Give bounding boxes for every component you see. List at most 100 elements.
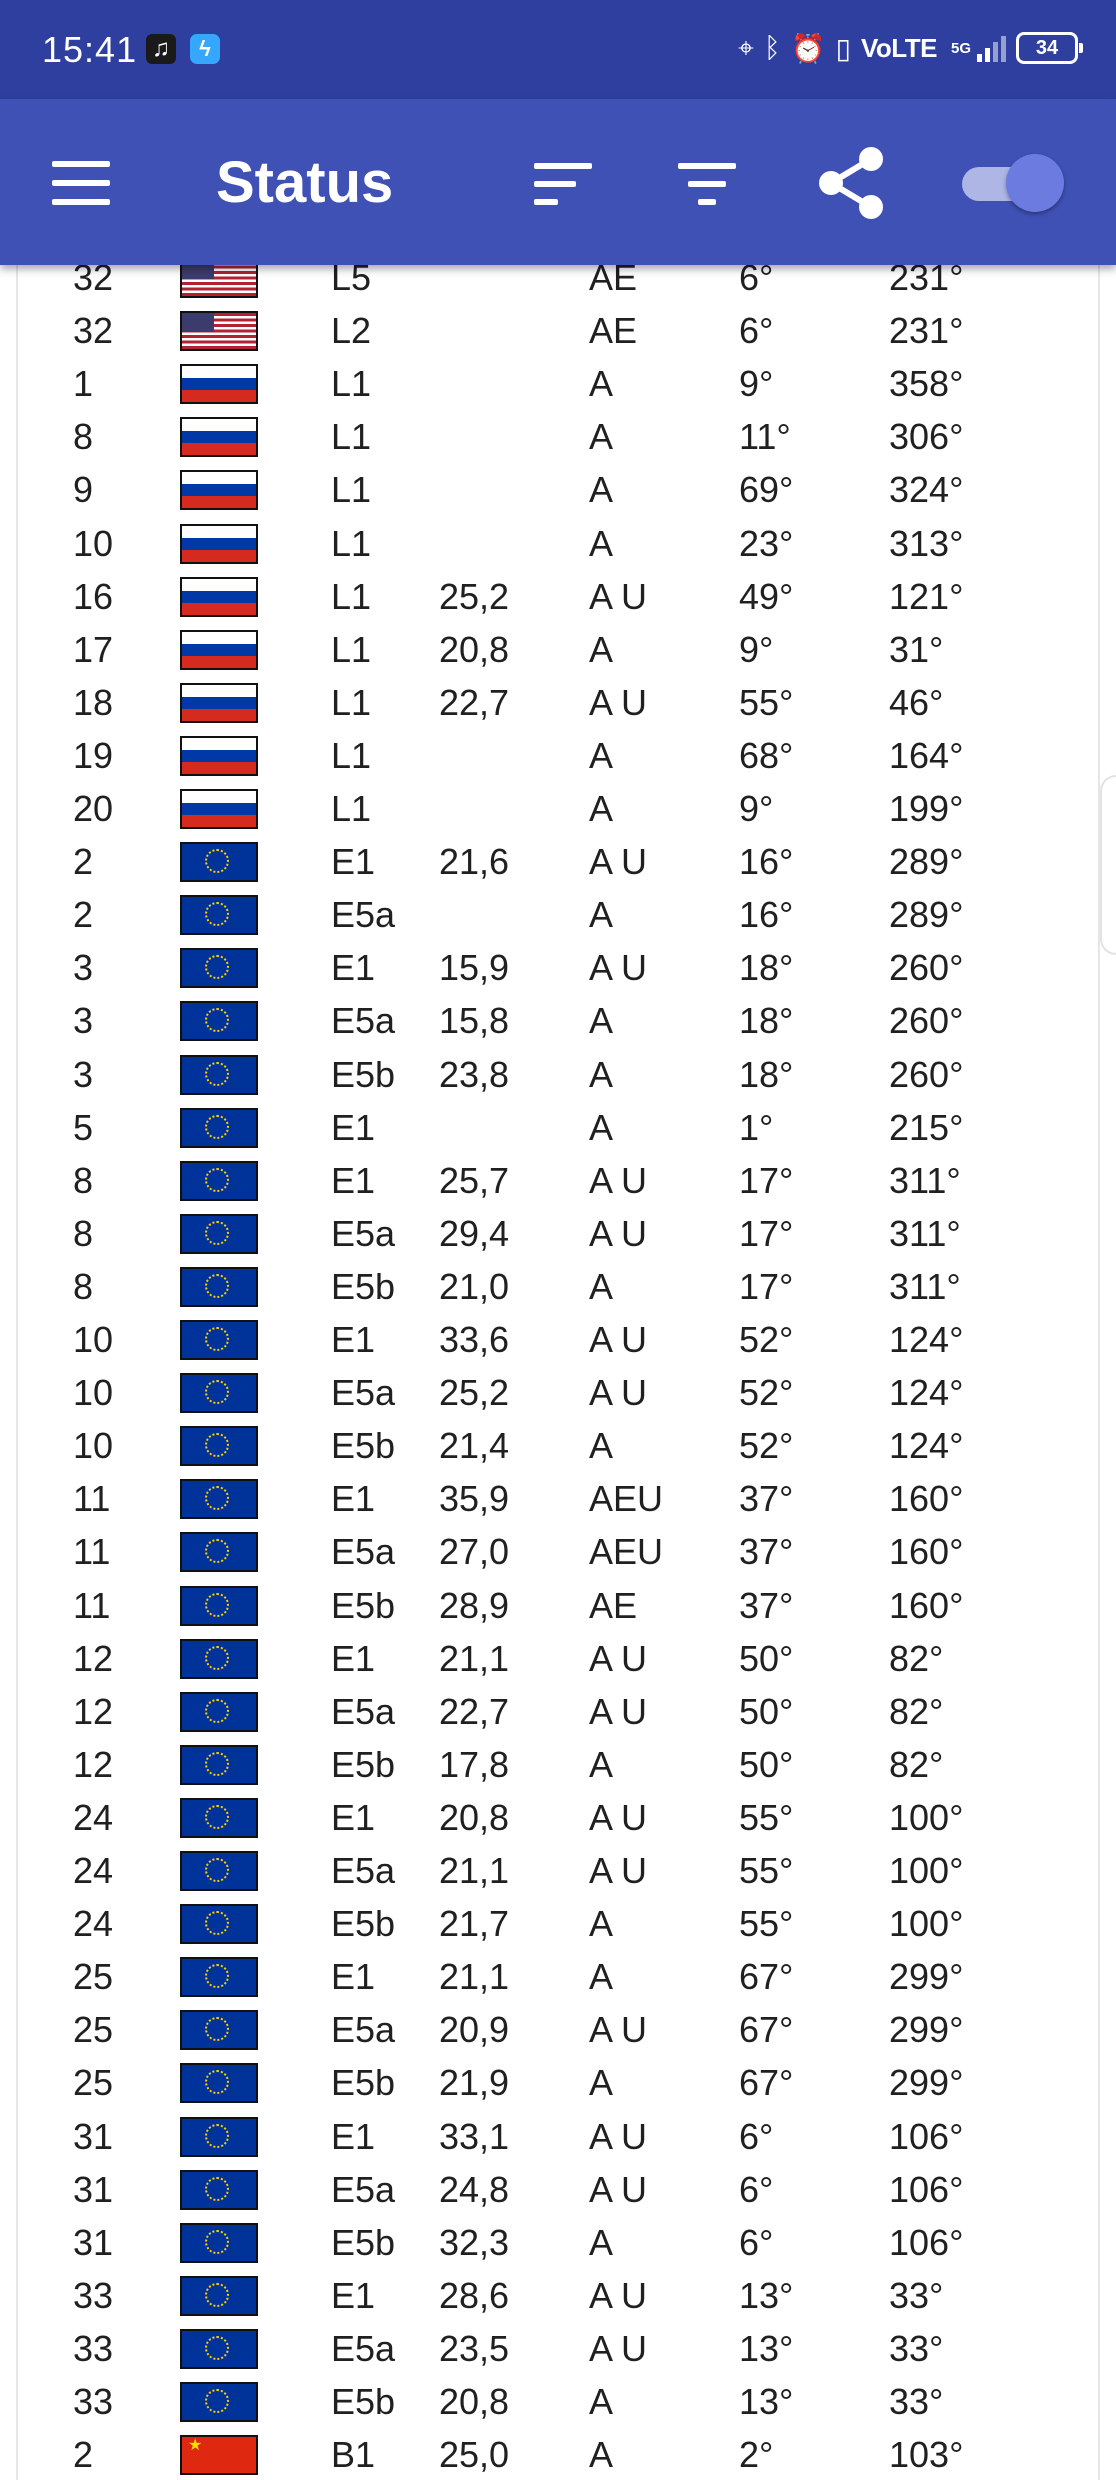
flag-graphic <box>180 311 258 352</box>
satellite-row: 31 E1 33,1 A U 6° 106° <box>0 2110 1116 2163</box>
eu-flag-icon <box>180 1001 258 1042</box>
flags-cell: A <box>589 1903 614 1945</box>
azimuth-cell: 313° <box>889 522 964 564</box>
signal-cell: L2 <box>331 310 372 352</box>
flags-cell: A <box>589 1425 614 1467</box>
flags-cell: A <box>589 522 614 564</box>
snr-cell: 15,9 <box>439 947 510 989</box>
flags-cell: AE <box>589 310 638 352</box>
share-icon[interactable] <box>815 145 887 221</box>
elevation-cell: 13° <box>739 2327 794 2369</box>
ru-flag-icon <box>180 789 258 829</box>
azimuth-cell: 311° <box>889 1159 961 1201</box>
sort-icon[interactable] <box>534 161 594 205</box>
eu-flag-icon <box>180 2222 258 2263</box>
signal-cell: L1 <box>331 681 372 723</box>
signal-cell: L1 <box>331 363 372 405</box>
snr-cell: 21,7 <box>439 1903 510 1945</box>
elevation-cell: 9° <box>739 788 774 829</box>
satellite-row: 1 L1 A 9° 358° <box>0 357 1116 410</box>
flag-graphic <box>180 2275 258 2316</box>
satellite-row: 32 L2 AE 6° 231° <box>0 304 1116 357</box>
menu-icon[interactable] <box>52 161 112 205</box>
signal-cell: E1 <box>331 1319 376 1360</box>
signal-cell: E1 <box>331 1796 376 1838</box>
satellite-row: 2 ★ B1 25,0 A 2° 103° <box>0 2428 1116 2480</box>
signal-cell: E5b <box>331 1743 396 1785</box>
azimuth-cell: 100° <box>889 1796 964 1838</box>
elevation-cell: 68° <box>739 734 794 776</box>
eu-flag-icon <box>180 1054 258 1095</box>
satellite-row: 3 E5b 23,8 A 18° 260° <box>0 1048 1116 1101</box>
flag-graphic <box>180 1001 258 1042</box>
signal-cell: E1 <box>331 1956 376 1998</box>
satellite-row: 31 E5a 24,8 A U 6° 106° <box>0 2163 1116 2216</box>
flags-cell: A <box>589 1106 614 1148</box>
us-flag-icon <box>180 311 258 352</box>
network-generation: 5G <box>950 39 971 57</box>
flags-cell: AEU <box>589 1531 664 1573</box>
azimuth-cell: 82° <box>889 1690 944 1732</box>
us-flag-icon <box>180 265 258 298</box>
flags-cell: A <box>589 2381 614 2422</box>
prn-cell: 10 <box>73 1425 114 1467</box>
eu-flag-icon <box>180 2010 258 2051</box>
snr-cell: 29,4 <box>439 1212 510 1254</box>
snr-cell: 28,6 <box>439 2274 510 2316</box>
flag-graphic <box>180 1320 258 1360</box>
azimuth-cell: 124° <box>889 1425 964 1467</box>
signal-cell: E5a <box>331 1690 396 1732</box>
flags-cell: A U <box>589 1637 648 1679</box>
flag-graphic <box>180 629 258 670</box>
eu-flag-icon <box>180 1744 258 1785</box>
snr-cell: 21,6 <box>439 841 510 883</box>
flags-cell: A <box>589 1956 614 1998</box>
azimuth-cell: 160° <box>889 1584 964 1626</box>
elevation-cell: 1° <box>739 1106 774 1148</box>
volte-label: VoLTE <box>861 32 937 63</box>
elevation-cell: 6° <box>739 2168 774 2210</box>
signal-cell: L1 <box>331 788 372 829</box>
flags-cell: A <box>589 1000 614 1042</box>
prn-cell: 12 <box>73 1637 114 1679</box>
prn-cell: 3 <box>73 947 94 989</box>
elevation-cell: 50° <box>739 1690 794 1732</box>
azimuth-cell: 100° <box>889 1850 964 1891</box>
flag-graphic <box>180 576 258 617</box>
flag-graphic <box>180 1691 258 1732</box>
filter-icon[interactable] <box>678 161 738 205</box>
snr-cell: 33,1 <box>439 2115 510 2157</box>
flag-graphic <box>180 2169 258 2210</box>
prn-cell: 10 <box>73 1372 114 1414</box>
azimuth-cell: 299° <box>889 1956 964 1998</box>
eu-flag-icon <box>180 842 258 883</box>
satellite-row: 2 E1 21,6 A U 16° 289° <box>0 835 1116 888</box>
azimuth-cell: 106° <box>889 2221 964 2263</box>
signal-cell: L1 <box>331 628 372 670</box>
azimuth-cell: 100° <box>889 1903 964 1945</box>
toggle-switch[interactable] <box>962 153 1064 213</box>
azimuth-cell: 306° <box>889 416 964 458</box>
azimuth-cell: 82° <box>889 1743 944 1785</box>
snr-cell: 20,9 <box>439 2009 510 2051</box>
flag-graphic <box>180 1638 258 1679</box>
elevation-cell: 67° <box>739 2009 794 2051</box>
azimuth-cell: 33° <box>889 2381 944 2422</box>
flags-cell: A <box>589 894 614 936</box>
satellite-row: 19 L1 A 68° 164° <box>0 729 1116 782</box>
flags-cell: A U <box>589 1319 648 1360</box>
elevation-cell: 9° <box>739 363 774 405</box>
snr-cell: 32,3 <box>439 2221 510 2263</box>
flag-graphic <box>180 735 258 776</box>
flag-graphic <box>180 1532 258 1573</box>
satellite-row: 18 L1 22,7 A U 55° 46° <box>0 676 1116 729</box>
azimuth-cell: 199° <box>889 788 964 829</box>
elevation-cell: 55° <box>739 1796 794 1838</box>
satellite-row: 11 E5b 28,9 AE 37° 160° <box>0 1579 1116 1632</box>
azimuth-cell: 121° <box>889 575 964 617</box>
flag-graphic <box>180 470 258 511</box>
prn-cell: 8 <box>73 1265 94 1307</box>
elevation-cell: 23° <box>739 522 794 564</box>
signal-cell: E5b <box>331 1265 396 1307</box>
satellite-row: 3 E5a 15,8 A 18° 260° <box>0 994 1116 1047</box>
